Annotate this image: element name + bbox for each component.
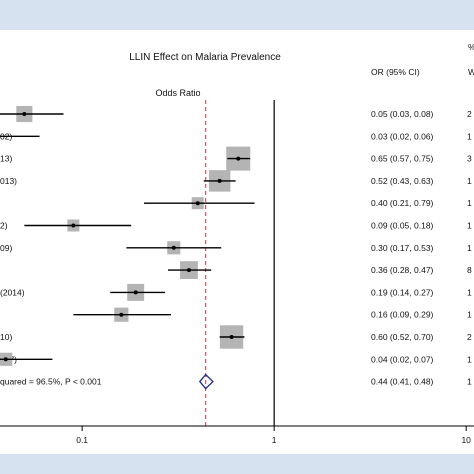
study-weight: 1	[467, 176, 472, 186]
study-or-ci: 0.30 (0.17, 0.53)	[371, 243, 434, 253]
overall-or-ci: 0.44 (0.41, 0.48)	[371, 377, 434, 387]
study-point-estimate	[236, 156, 241, 161]
study-point-estimate	[229, 335, 234, 339]
weight-column-header-mark: %	[468, 42, 474, 52]
study-point-estimate	[217, 178, 222, 183]
study-point-estimate	[119, 312, 124, 317]
chart-title: LLIN Effect on Malaria Prevalence	[129, 52, 281, 63]
study-weight: 2	[467, 109, 472, 119]
forest-plot-svg: LLIN Effect on Malaria Prevalence OR (95…	[0, 42, 474, 445]
x-tick-label: 0.1	[76, 435, 88, 445]
study-or-ci: 0.09 (0.05, 0.18)	[371, 221, 434, 231]
study-point-estimate	[133, 290, 138, 295]
study-label: 09)	[0, 243, 12, 253]
study-point-estimate	[171, 245, 176, 250]
study-weight: 3	[467, 154, 472, 164]
study-weight: 1	[467, 198, 472, 208]
study-point-estimate	[22, 112, 27, 116]
x-tick-label: 1	[272, 435, 277, 445]
overall-diamond	[198, 373, 214, 390]
forest-plot-panel: LLIN Effect on Malaria Prevalence OR (95…	[0, 30, 474, 454]
study-weight: 1	[467, 354, 472, 364]
study-label: 013)	[0, 176, 17, 186]
study-or-ci: 0.05 (0.03, 0.08)	[371, 109, 434, 119]
overall-weight: 1	[467, 377, 472, 387]
or-column-header: OR (95% CI)	[371, 67, 420, 77]
study-weight: 1	[467, 243, 472, 253]
study-weight: 1	[467, 310, 472, 320]
study-or-ci: 0.60 (0.52, 0.70)	[371, 332, 434, 342]
study-or-ci: 0.52 (0.43, 0.63)	[371, 176, 434, 186]
study-or-ci: 0.19 (0.14, 0.27)	[371, 287, 434, 297]
study-weight: 1	[467, 131, 472, 141]
study-point-estimate	[195, 201, 200, 206]
study-weight: 1	[467, 221, 472, 231]
study-label: 10)	[0, 332, 12, 342]
study-or-ci: 0.04 (0.02, 0.07)	[371, 354, 434, 364]
weight-column-header: W	[468, 67, 474, 77]
study-label: 13)	[0, 154, 12, 164]
odds-ratio-axis-header: Odds Ratio	[155, 88, 200, 98]
study-or-ci: 0.16 (0.09, 0.29)	[371, 310, 434, 320]
study-weight: 2	[467, 332, 472, 342]
study-label: (2014)	[0, 287, 25, 297]
study-weight: 8	[467, 265, 472, 275]
study-or-ci: 0.40 (0.21, 0.79)	[371, 198, 434, 208]
x-tick-label: 10	[461, 435, 471, 445]
study-point-estimate	[186, 268, 191, 273]
study-label: 2)	[0, 221, 8, 231]
study-weight: 1	[467, 287, 472, 297]
study-or-ci: 0.03 (0.02, 0.06)	[371, 131, 434, 141]
overall-heterogeneity-label: quared = 96.5%, P < 0.001	[0, 377, 102, 387]
study-point-estimate	[3, 357, 8, 362]
study-or-ci: 0.65 (0.57, 0.75)	[371, 154, 434, 164]
study-point-estimate	[71, 223, 76, 228]
study-or-ci: 0.36 (0.28, 0.47)	[371, 265, 434, 275]
